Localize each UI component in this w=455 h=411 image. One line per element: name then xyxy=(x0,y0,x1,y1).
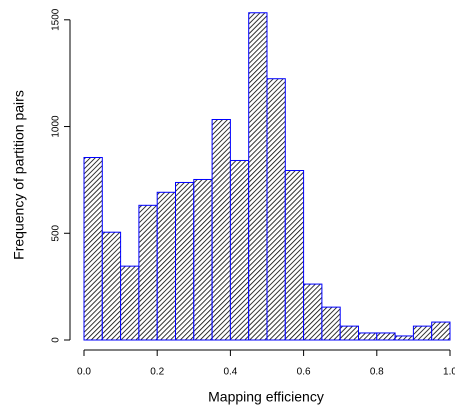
bar xyxy=(303,283,323,341)
bar xyxy=(376,332,396,341)
x-axis-title: Mapping efficiency xyxy=(208,389,324,405)
bar xyxy=(339,325,360,341)
bar xyxy=(156,191,176,341)
bar xyxy=(193,178,213,341)
bar xyxy=(83,156,103,341)
bar xyxy=(266,78,286,341)
bar xyxy=(101,231,122,341)
y-axis-title: Frequency of partition pairs xyxy=(11,90,27,260)
bar xyxy=(248,12,268,341)
x-tick-label: 0.0 xyxy=(77,367,91,378)
bar xyxy=(394,335,414,341)
bar xyxy=(138,204,158,341)
x-tick-label: 1.0 xyxy=(443,367,455,378)
x-tick-label: 0.6 xyxy=(297,367,311,378)
y-tick-label: 0 xyxy=(51,337,62,343)
bar xyxy=(175,181,195,341)
bar xyxy=(321,306,341,341)
bar xyxy=(284,170,305,341)
bar xyxy=(431,321,451,341)
bar xyxy=(229,159,250,341)
bar xyxy=(412,325,433,341)
x-tick-label: 0.2 xyxy=(150,367,164,378)
y-tick-label: 1500 xyxy=(51,8,62,31)
y-tick-label: 500 xyxy=(51,224,62,241)
bar xyxy=(120,265,140,341)
y-tick-label: 1000 xyxy=(51,115,62,138)
x-tick-label: 0.8 xyxy=(370,367,384,378)
bar xyxy=(358,332,378,341)
bar xyxy=(211,118,231,341)
x-tick-label: 0.4 xyxy=(223,367,237,378)
